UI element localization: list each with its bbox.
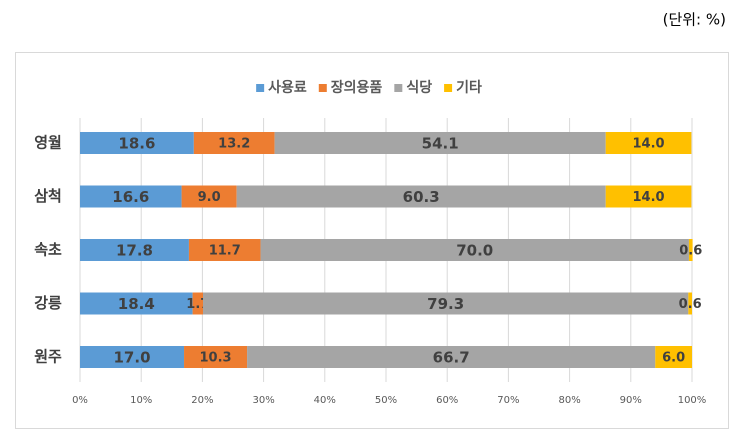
x-tick-label: 80% (558, 395, 580, 406)
legend-label: 기타 (456, 80, 482, 96)
bar-segment (247, 346, 656, 368)
legend-swatch (318, 84, 327, 92)
y-tick-label: 영월 (34, 134, 62, 152)
data-label: 0.6 (679, 244, 702, 259)
legend-swatch (256, 84, 265, 92)
x-tick-label: 30% (252, 395, 274, 406)
data-label: 6.0 (662, 351, 685, 366)
bar-segment (655, 346, 692, 368)
data-label: 18.6 (118, 135, 155, 153)
x-tick-label: 60% (436, 395, 458, 406)
data-label: 10.3 (200, 351, 232, 366)
bar-segment (274, 132, 606, 154)
data-label: 79.3 (427, 295, 464, 313)
legend-label: 식당 (406, 79, 432, 96)
bar-segment (188, 239, 261, 261)
data-label: 17.0 (114, 349, 151, 367)
legend-swatch (444, 84, 453, 92)
data-label: 0.6 (679, 297, 702, 312)
bar-segment (203, 292, 689, 315)
legend-swatch (394, 84, 403, 92)
bar-segment (193, 132, 275, 154)
x-tick-label: 10% (130, 395, 152, 406)
data-label: 9.0 (198, 190, 221, 205)
data-label: 13.2 (218, 137, 250, 152)
data-label: 70.0 (456, 242, 493, 260)
bar-segment (192, 292, 204, 315)
y-tick-label: 속초 (34, 241, 62, 259)
bar-segment (80, 239, 189, 261)
bar-segment (260, 239, 689, 261)
bar-segment (181, 185, 237, 208)
x-tick-label: 40% (314, 395, 336, 406)
x-tick-label: 100% (678, 395, 707, 406)
bar-segment (80, 132, 194, 154)
x-tick-label: 90% (620, 395, 642, 406)
data-label: 60.3 (403, 188, 440, 206)
x-tick-label: 20% (191, 395, 213, 406)
y-tick-label: 삼척 (34, 187, 62, 205)
bar-segment (688, 292, 692, 315)
x-tick-label: 70% (497, 395, 519, 406)
data-label: 16.6 (112, 188, 149, 206)
data-label: 18.4 (118, 295, 155, 313)
data-label: 14.0 (633, 190, 665, 205)
data-label: 66.7 (433, 349, 470, 367)
legend-label: 장의용품 (331, 79, 383, 96)
x-tick-label: 0% (72, 395, 88, 406)
bar-segment (184, 346, 248, 368)
bar-segment (80, 292, 193, 315)
y-tick-label: 강릉 (34, 294, 62, 312)
bar-segment (605, 185, 692, 208)
bar-segment (80, 346, 185, 368)
data-label: 14.0 (633, 137, 665, 152)
bar-segment (688, 239, 693, 261)
x-tick-label: 50% (375, 395, 397, 406)
bar-segment (605, 132, 692, 154)
bar-segment (236, 185, 606, 208)
data-label: 11.7 (209, 244, 241, 259)
data-label: 17.8 (116, 242, 153, 260)
unit-note: (단위: %) (663, 11, 726, 29)
data-label: 54.1 (422, 135, 459, 153)
legend-label: 사용료 (268, 80, 307, 96)
y-tick-label: 원주 (34, 348, 62, 366)
bar-segment (80, 185, 182, 208)
